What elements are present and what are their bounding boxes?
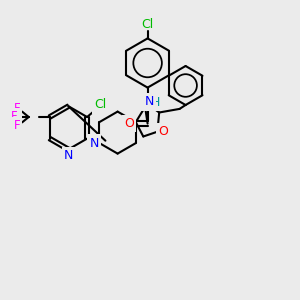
Text: O: O — [124, 117, 134, 130]
Text: F: F — [14, 102, 20, 115]
Text: N: N — [141, 96, 151, 109]
Text: Cl: Cl — [94, 98, 107, 112]
Text: N: N — [89, 136, 99, 150]
Text: N: N — [145, 95, 154, 108]
Text: H: H — [151, 96, 160, 109]
Text: N: N — [64, 149, 73, 162]
Text: Cl: Cl — [142, 18, 154, 31]
Text: O: O — [158, 125, 168, 138]
Text: F: F — [14, 119, 20, 132]
Text: F: F — [11, 110, 18, 124]
